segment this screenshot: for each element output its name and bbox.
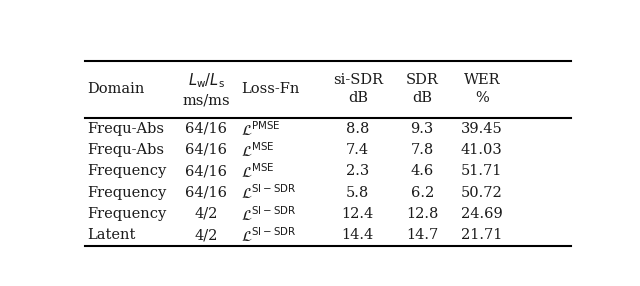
Text: 39.45: 39.45 [461,122,502,136]
Text: Frequency: Frequency [88,207,166,221]
Text: Loss-Fn: Loss-Fn [241,82,300,96]
Text: $\mathcal{L}^{\rm MSE}$: $\mathcal{L}^{\rm MSE}$ [241,141,275,159]
Text: 14.7: 14.7 [406,228,438,242]
Text: 41.03: 41.03 [461,143,502,157]
Text: 64/16: 64/16 [186,164,227,178]
Text: 24.69: 24.69 [461,207,502,221]
Text: Frequency: Frequency [88,164,166,178]
Text: Frequency: Frequency [88,186,166,200]
Text: 4.6: 4.6 [411,164,434,178]
Text: Domain: Domain [88,82,145,96]
Text: 4/2: 4/2 [195,228,218,242]
Text: 7.8: 7.8 [411,143,434,157]
Text: $\mathcal{L}^{\rm PMSE}$: $\mathcal{L}^{\rm PMSE}$ [241,120,281,138]
Text: 12.8: 12.8 [406,207,438,221]
Text: 4/2: 4/2 [195,207,218,221]
Text: 8.8: 8.8 [346,122,369,136]
Text: $\mathcal{L}^{\rm MSE}$: $\mathcal{L}^{\rm MSE}$ [241,162,275,180]
Text: Latent: Latent [88,228,136,242]
Text: 5.8: 5.8 [346,186,369,200]
Text: 7.4: 7.4 [346,143,369,157]
Text: 2.3: 2.3 [346,164,369,178]
Text: 14.4: 14.4 [342,228,374,242]
Text: 50.72: 50.72 [461,186,502,200]
Text: 21.71: 21.71 [461,228,502,242]
Text: 64/16: 64/16 [186,143,227,157]
Text: 9.3: 9.3 [411,122,434,136]
Text: $L_{\rm w}/L_{\rm s}$
ms/ms: $L_{\rm w}/L_{\rm s}$ ms/ms [182,71,230,108]
Text: SDR
dB: SDR dB [406,74,438,105]
Text: si-SDR
dB: si-SDR dB [333,74,383,105]
Text: $\mathcal{L}^{\rm SI-SDR}$: $\mathcal{L}^{\rm SI-SDR}$ [241,226,297,244]
Text: 6.2: 6.2 [411,186,434,200]
Text: $\mathcal{L}^{\rm SI-SDR}$: $\mathcal{L}^{\rm SI-SDR}$ [241,184,297,201]
Text: WER
%: WER % [463,74,500,105]
Text: 51.71: 51.71 [461,164,502,178]
Text: 12.4: 12.4 [342,207,374,221]
Text: 64/16: 64/16 [186,186,227,200]
Text: Frequ-Abs: Frequ-Abs [88,122,164,136]
Text: Frequ-Abs: Frequ-Abs [88,143,164,157]
Text: $\mathcal{L}^{\rm SI-SDR}$: $\mathcal{L}^{\rm SI-SDR}$ [241,205,297,223]
Text: 64/16: 64/16 [186,122,227,136]
